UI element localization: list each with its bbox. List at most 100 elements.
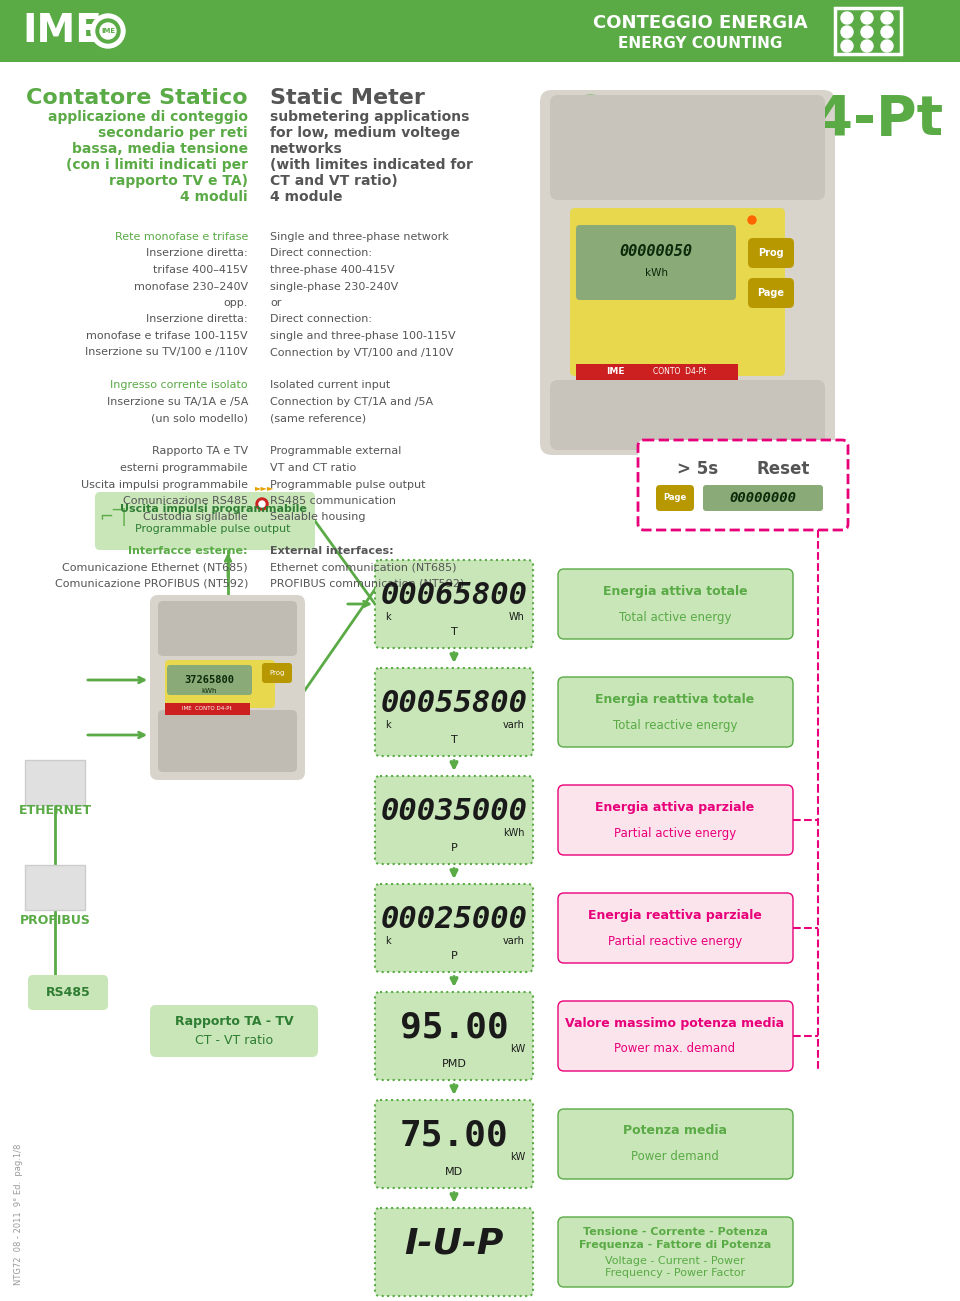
FancyBboxPatch shape [558,1000,793,1071]
Text: 00000050: 00000050 [619,245,692,259]
Text: Comunicazione PROFIBUS (NT592): Comunicazione PROFIBUS (NT592) [55,579,248,588]
Text: 00055800: 00055800 [380,690,527,718]
Text: Inserzione su TV/100 e /110V: Inserzione su TV/100 e /110V [85,347,248,358]
Text: single-phase 230-240V: single-phase 230-240V [270,281,398,291]
Circle shape [100,23,116,39]
Text: kW: kW [510,1151,525,1162]
Text: Valore massimo potenza media: Valore massimo potenza media [565,1016,784,1029]
Circle shape [91,14,125,48]
FancyBboxPatch shape [375,667,533,756]
Text: applicazione di conteggio: applicazione di conteggio [48,111,248,124]
Text: Rapporto TA e TV: Rapporto TA e TV [152,446,248,457]
Text: k: k [385,719,391,730]
Text: Tensione - Corrente - Potenza: Tensione - Corrente - Potenza [583,1227,767,1237]
FancyBboxPatch shape [375,559,533,648]
Circle shape [861,40,873,52]
FancyBboxPatch shape [748,278,794,308]
Text: RS485: RS485 [46,986,90,999]
Circle shape [96,20,120,43]
FancyBboxPatch shape [95,492,315,550]
FancyBboxPatch shape [158,710,297,771]
Text: (same reference): (same reference) [270,414,366,424]
Text: Inserzione su TA/1A e /5A: Inserzione su TA/1A e /5A [107,397,248,407]
Text: MD: MD [444,1167,463,1177]
Text: 4 moduli: 4 moduli [180,190,248,204]
Text: ETHERNET: ETHERNET [18,804,91,817]
Text: NTG72  08 - 2011  9° Ed.  pag.1/8: NTG72 08 - 2011 9° Ed. pag.1/8 [14,1144,23,1285]
Text: Prog: Prog [758,248,783,258]
Text: Static Meter: Static Meter [270,88,425,108]
Text: Ingresso corrente isolato: Ingresso corrente isolato [110,380,248,390]
FancyBboxPatch shape [558,1216,793,1287]
FancyBboxPatch shape [558,892,793,963]
FancyBboxPatch shape [375,775,533,864]
Bar [835,8,901,55]
Text: Prog: Prog [270,670,285,677]
Text: Direct connection:: Direct connection: [270,248,372,259]
Text: kWh: kWh [202,688,217,693]
Bar [25,760,85,805]
Circle shape [841,40,853,52]
Text: CT and VT ratio): CT and VT ratio) [270,174,397,189]
Text: > 5s: > 5s [678,461,719,477]
Text: k: k [385,611,391,622]
Text: PROFIBUS: PROFIBUS [19,913,90,926]
Text: Comunicazione RS485: Comunicazione RS485 [123,496,248,506]
Text: ENERGY COUNTING: ENERGY COUNTING [618,36,782,52]
Circle shape [841,12,853,23]
Text: ⌐‾|: ⌐‾| [99,507,127,526]
Text: esterni programmabile: esterni programmabile [121,463,248,474]
Text: IME: IME [101,29,115,34]
Text: (un solo modello): (un solo modello) [151,414,248,424]
FancyBboxPatch shape [375,1101,533,1188]
Text: IME: IME [606,367,624,376]
Text: three-phase 400-415V: three-phase 400-415V [270,265,395,275]
FancyBboxPatch shape [375,1209,533,1296]
Text: CONTO  D4-Pt: CONTO D4-Pt [654,367,707,376]
Text: Direct connection:: Direct connection: [270,315,372,324]
FancyBboxPatch shape [656,485,694,511]
Text: Energia reattiva totale: Energia reattiva totale [595,692,755,705]
Text: Page: Page [663,493,686,502]
Circle shape [881,12,893,23]
Text: monofase 230–240V: monofase 230–240V [133,281,248,291]
Text: ►►►: ►►► [255,483,275,492]
Circle shape [861,26,873,38]
Text: (con i limiti indicati per: (con i limiti indicati per [66,157,248,172]
Text: 00035000: 00035000 [380,798,527,826]
Text: Connection by VT/100 and /110V: Connection by VT/100 and /110V [270,347,453,358]
Text: Energia reattiva parziale: Energia reattiva parziale [588,908,762,921]
Text: Programmable pulse output: Programmable pulse output [135,524,291,533]
Text: Power max. demand: Power max. demand [614,1042,735,1055]
Text: Contatore Statico: Contatore Statico [26,88,248,108]
Text: 00000000: 00000000 [730,490,797,505]
Text: 00025000: 00025000 [380,905,527,934]
Text: Total reactive energy: Total reactive energy [612,718,737,731]
Text: kWh: kWh [644,268,667,278]
Text: bassa, media tensione: bassa, media tensione [72,142,248,156]
FancyBboxPatch shape [375,883,533,972]
Text: Conto D4-Pt: Conto D4-Pt [566,92,944,147]
Text: Programmable pulse output: Programmable pulse output [270,480,425,489]
Bar [25,865,85,909]
Circle shape [881,40,893,52]
Text: I-U-P: I-U-P [404,1227,504,1261]
Text: T: T [450,627,457,637]
FancyBboxPatch shape [165,660,275,708]
Bar [576,364,738,380]
Text: IME  CONTO D4-Pt: IME CONTO D4-Pt [182,706,231,712]
Text: 95.00: 95.00 [399,1011,509,1045]
Text: Interfacce esterne:: Interfacce esterne: [129,545,248,556]
Text: Single and three-phase network: Single and three-phase network [270,232,448,242]
FancyBboxPatch shape [558,1108,793,1179]
Text: 75.00: 75.00 [399,1119,509,1153]
Text: Rete monofase e trifase: Rete monofase e trifase [114,232,248,242]
Text: (with limites indicated for: (with limites indicated for [270,157,473,172]
Text: Energia attiva totale: Energia attiva totale [603,584,747,597]
Text: trifase 400–415V: trifase 400–415V [154,265,248,275]
FancyBboxPatch shape [375,991,533,1080]
Text: Custodia sigillabile: Custodia sigillabile [143,513,248,523]
FancyBboxPatch shape [558,677,793,747]
Text: Partial active energy: Partial active energy [613,826,736,839]
Text: Programmable external: Programmable external [270,446,401,457]
